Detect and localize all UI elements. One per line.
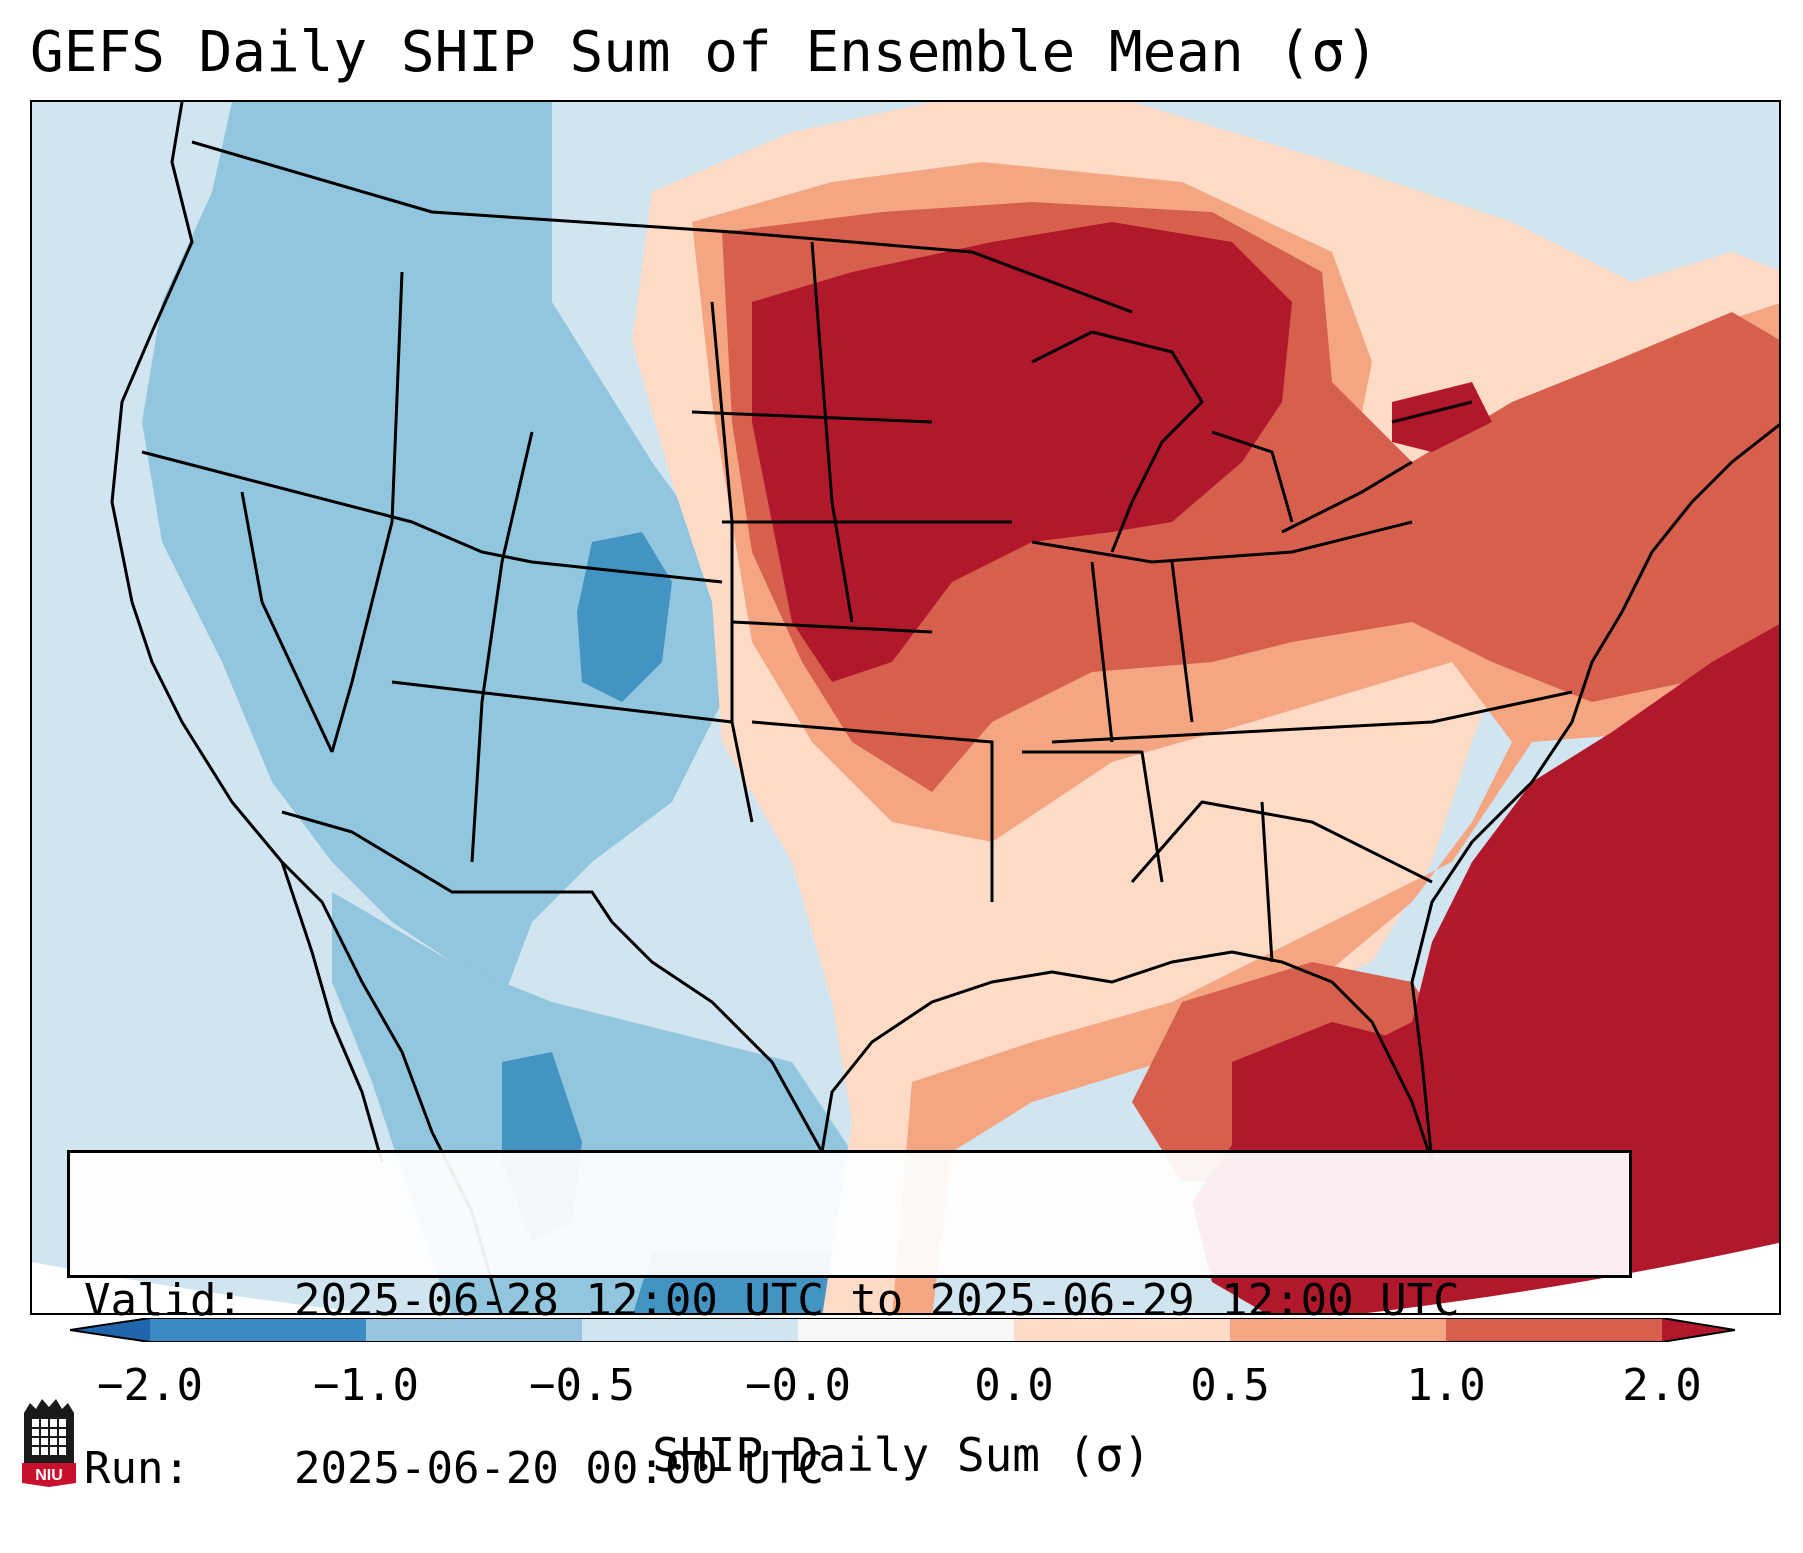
tick-label: −1.0 (313, 1360, 419, 1411)
colorbar-segment-5 (1014, 1318, 1230, 1342)
map-panel (30, 100, 1781, 1315)
colorbar-segment-3 (582, 1318, 798, 1342)
colorbar-segment-8 (1662, 1318, 1735, 1342)
canada-border (191, 140, 1133, 314)
baja-coastline (280, 861, 384, 1163)
run-value: 2025-06-20 00:00 UTC (294, 1443, 824, 1494)
colorbar-segment-0 (70, 1318, 150, 1342)
tick-label: 2.0 (1622, 1360, 1702, 1411)
colorbar-segment-7 (1446, 1318, 1662, 1342)
colorbar-segment-1 (150, 1318, 366, 1342)
tick-label: 0.5 (1190, 1360, 1270, 1411)
anomaly-field (32, 102, 1779, 1313)
great-lakes (1031, 330, 1473, 553)
chart-title: GEFS Daily SHIP Sum of Ensemble Mean (σ) (30, 20, 1379, 85)
tick-label: 1.0 (1406, 1360, 1486, 1411)
extreme-positive-lake-ontario (1392, 382, 1492, 452)
tick-label: −0.5 (529, 1360, 635, 1411)
east-coastline (1410, 423, 1779, 1163)
tick-label: 0.0 (974, 1360, 1054, 1411)
state-lines-east (1031, 520, 1573, 963)
tick-label: −2.0 (97, 1360, 203, 1411)
projection-edge (32, 1242, 1779, 1313)
tick-label: −0.0 (745, 1360, 851, 1411)
niu-logo-text: NIU (35, 1467, 63, 1484)
extreme-positive-midwest (752, 222, 1292, 682)
state-lines-central (691, 241, 1164, 902)
colorbar (70, 1318, 1735, 1342)
run-label: Run: (84, 1443, 190, 1494)
west-coastline (110, 102, 503, 1313)
boundary-lines (110, 102, 1779, 1313)
state-lines-west (141, 271, 733, 863)
negative-region-west (142, 102, 732, 1002)
colorbar-segment-6 (1230, 1318, 1446, 1342)
mexico-border (281, 810, 824, 1153)
colorbar-label: SHIP Daily Sum (σ) (652, 1428, 1151, 1482)
info-box: Valid: 2025-06-28 12:00 UTC to 2025-06-29… (67, 1150, 1632, 1494)
gulf-coastline (820, 950, 1434, 1163)
run-row: Run: 2025-06-20 00:00 UTC (84, 1441, 1615, 1497)
niu-logo: NIU (22, 1399, 76, 1487)
colorbar-segment-4 (798, 1318, 1014, 1342)
colorbar-segment-2 (366, 1318, 582, 1342)
